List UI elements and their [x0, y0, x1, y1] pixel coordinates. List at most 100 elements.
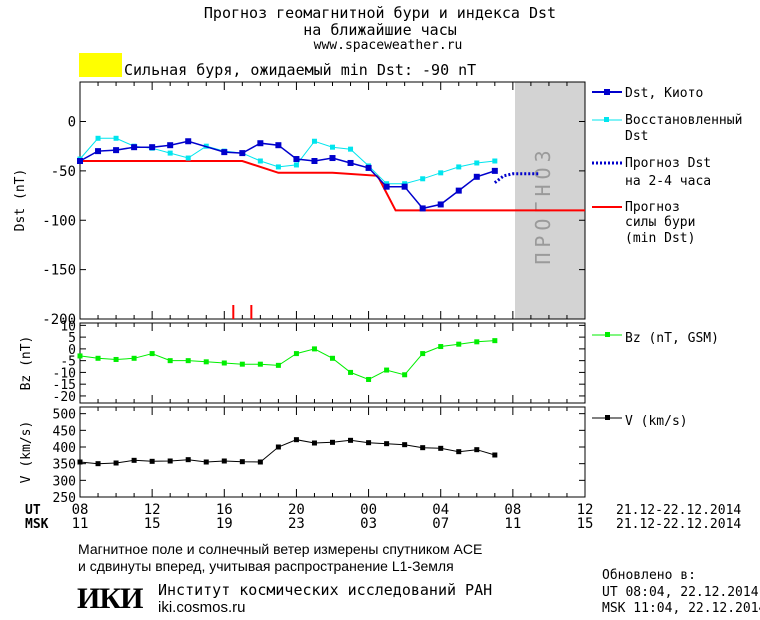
v-ylabel: V (km/s)	[19, 421, 34, 484]
dst-kyoto-point	[311, 158, 318, 164]
chart-subtitle: на ближайшие часы	[303, 21, 457, 39]
msk-tick-label: 07	[432, 516, 449, 532]
legend-storm-1: Прогноз	[625, 200, 680, 215]
updated-ut: UT 08:04, 22.12.2014	[602, 585, 759, 600]
bz-point	[95, 355, 101, 361]
dst-kyoto-point	[275, 142, 282, 149]
ut-tick-label: 00	[360, 502, 377, 518]
legend-bz: Bz (nT, GSM)	[625, 331, 719, 346]
ut-tick-label: 16	[216, 502, 233, 518]
bz-point	[167, 358, 173, 364]
dst-kyoto-point	[257, 140, 264, 147]
storm-indicator-box	[79, 53, 122, 77]
restored-dst-point	[456, 164, 462, 170]
msk-date-range: 21.12-22.12.2014	[616, 517, 741, 532]
msk-tick-label: 23	[288, 516, 305, 532]
v-point	[149, 458, 155, 464]
dst-kyoto-point	[401, 183, 408, 190]
v-point	[185, 457, 191, 463]
dst-kyoto-point	[329, 155, 336, 162]
v-point	[77, 459, 83, 465]
dst-ylabel: Dst (nT)	[13, 169, 28, 232]
legend-forecast-1: Прогноз Dst	[625, 156, 711, 171]
iki-logo: ИКИ	[77, 582, 143, 615]
institute-site[interactable]: iki.cosmos.ru	[158, 599, 246, 616]
v-point	[492, 452, 498, 458]
website-link[interactable]: www.spaceweather.ru	[313, 38, 463, 53]
restored-dst-point	[330, 144, 335, 150]
v-point	[293, 437, 299, 443]
dst-ytick-label: -100	[42, 213, 76, 229]
msk-tick-label: 19	[216, 516, 233, 532]
dst-kyoto-point	[239, 150, 246, 157]
bz-point	[456, 341, 462, 347]
v-point	[239, 459, 245, 465]
bz-point	[131, 355, 137, 361]
msk-tick-label: 03	[360, 516, 377, 532]
dst-kyoto-point	[185, 138, 192, 145]
restored-dst-point	[167, 150, 173, 156]
storm-banner: Сильная буря, ожидаемый min Dst: -90 nT	[124, 61, 477, 79]
v-ytick-label: 500	[53, 408, 76, 423]
v-point	[221, 458, 227, 464]
msk-label: MSK	[25, 517, 49, 532]
ut-tick-label: 08	[72, 502, 89, 518]
v-point	[330, 439, 335, 445]
bz-point	[402, 372, 408, 378]
bz-point	[348, 369, 354, 375]
legend-storm-2: силы бури	[625, 215, 695, 230]
institute-name: Институт космических исследований РАН	[158, 581, 493, 599]
bz-point	[185, 358, 191, 364]
bz-point	[239, 361, 245, 367]
note-line-1: Магнитное поле и солнечный ветер измерен…	[78, 541, 483, 557]
dst-frame	[79, 81, 586, 320]
dst-kyoto-point	[455, 187, 462, 194]
v-point	[420, 445, 426, 451]
bz-point	[293, 351, 299, 357]
v-point	[438, 445, 444, 451]
v-point	[131, 457, 137, 463]
v-point	[366, 440, 372, 446]
legend-restored-marker	[604, 117, 609, 122]
v-point	[311, 440, 317, 446]
ut-date-range: 21.12-22.12.2014	[616, 503, 741, 518]
legend-restored-1: Восстановленный	[625, 113, 742, 128]
v-ytick-label: 300	[53, 474, 76, 489]
restored-dst-point	[293, 162, 299, 168]
v-ytick-label: 350	[53, 458, 76, 473]
bz-point	[366, 376, 372, 382]
dst-kyoto-point	[419, 205, 426, 212]
bz-ytick-label: -15	[53, 378, 76, 393]
dst-kyoto-point	[149, 144, 156, 151]
bz-point	[311, 346, 317, 352]
dst-forecast-line	[493, 172, 540, 184]
dst-kyoto-point	[77, 158, 83, 164]
restored-dst-point	[185, 155, 191, 161]
v-ytick-label: 250	[53, 491, 76, 506]
bz-ylabel: Bz (nT)	[19, 336, 34, 391]
v-ytick-label: 450	[53, 424, 76, 439]
charts-area: ПРОГНОЗ 0-50-100-150-200 Dst (nT) 1050-5…	[13, 81, 742, 532]
bz-point	[113, 356, 119, 362]
dst-kyoto-line	[79, 140, 496, 210]
legend-forecast-2: на 2-4 часа	[625, 174, 711, 189]
bz-point	[474, 339, 480, 345]
bz-line	[79, 340, 495, 381]
legend-dst-marker	[604, 89, 610, 95]
legend-dst-kyoto: Dst, Киото	[625, 86, 703, 101]
restored-dst-point	[275, 164, 281, 170]
dst-kyoto-point	[365, 164, 372, 171]
bz-ytick-label: 5	[68, 331, 76, 346]
dst-kyoto-point	[221, 149, 228, 156]
restored-dst-point	[257, 158, 263, 164]
ut-tick-label: 12	[577, 502, 594, 518]
bz-point	[384, 367, 390, 373]
note-line-2: и сдвинуты вперед, учитывая распростране…	[78, 558, 454, 574]
restored-dst-point	[311, 138, 317, 144]
time-axis: UT MSK 08 12 16 20 00 04 08 12 11 15 19 23 03 07 11 15…	[25, 502, 741, 532]
legend-bz-marker	[605, 332, 610, 337]
dst-kyoto-point	[113, 147, 120, 154]
legend: Dst, Киото Восстановленный Dst Прогноз D…	[592, 86, 742, 429]
dst-panel: ПРОГНОЗ 0 -50 -100 -150 -200 Dst (nT)	[13, 81, 586, 328]
dst-ytick-label: -200	[42, 312, 76, 328]
